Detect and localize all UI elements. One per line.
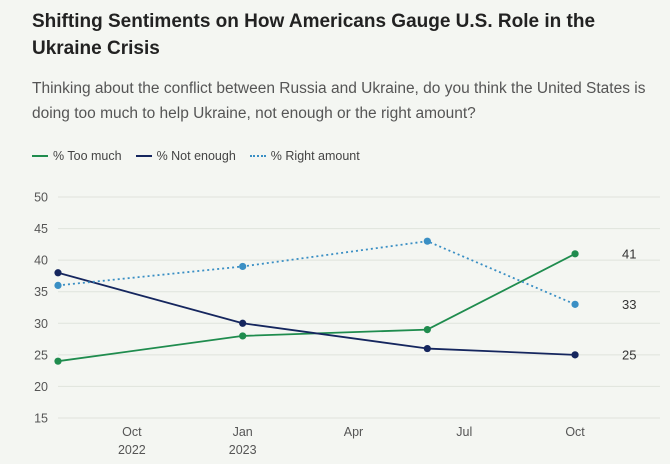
chart-subtitle: Thinking about the conflict between Russ… bbox=[32, 80, 646, 122]
series-line-too_much bbox=[57, 253, 576, 363]
legend-swatch-not-enough bbox=[135, 155, 152, 157]
legend-item-right-amount: % Right amount bbox=[249, 149, 360, 163]
legend-swatch-right-amount bbox=[249, 155, 266, 157]
y-tick-label-40: 40 bbox=[34, 254, 48, 268]
point-right_amount-2 bbox=[423, 237, 431, 245]
end-label-right_amount: 33 bbox=[622, 297, 636, 312]
legend-label-not-enough: % Not enough bbox=[156, 149, 236, 163]
end-label-too_much: 41 bbox=[622, 246, 636, 261]
x-tick-year-0: 2022 bbox=[118, 443, 146, 457]
y-tick-label-45: 45 bbox=[34, 222, 48, 236]
legend-label-too-much: % Too much bbox=[53, 149, 122, 163]
legend-swatch-too-much bbox=[32, 155, 48, 157]
x-tick-year-1: 2023 bbox=[229, 443, 257, 457]
point-right_amount-1 bbox=[239, 262, 247, 271]
point-too_much-0 bbox=[54, 357, 62, 365]
series-line-not_enough bbox=[57, 271, 576, 356]
legend-label-right-amount: % Right amount bbox=[270, 149, 360, 163]
y-tick-label-30: 30 bbox=[34, 317, 48, 331]
x-tick-label-0: Oct bbox=[122, 425, 142, 439]
y-tick-label-35: 35 bbox=[34, 285, 48, 299]
point-not_enough-2 bbox=[423, 344, 431, 353]
x-tick-label-1: Jan bbox=[233, 425, 253, 439]
line-chart: 15 20 25 30 35 40 45 50 Oct 2022 Jan 2023 Apr Jul Oct 4… bbox=[34, 191, 660, 457]
point-too_much-2 bbox=[423, 326, 431, 334]
point-too_much-3 bbox=[571, 250, 579, 258]
chart-title: Shifting Sentiments on How Americans Gau… bbox=[32, 11, 596, 59]
y-tick-label-20: 20 bbox=[34, 380, 48, 394]
legend-item-too-much: % Too much bbox=[32, 149, 122, 163]
point-not_enough-0 bbox=[54, 269, 62, 277]
point-right_amount-0 bbox=[54, 281, 62, 289]
point-not_enough-1 bbox=[239, 319, 247, 327]
legend-item-not-enough: % Not enough bbox=[135, 149, 236, 163]
point-right_amount-3 bbox=[571, 300, 579, 308]
x-tick-label-2: Apr bbox=[344, 425, 363, 439]
point-too_much-1 bbox=[239, 332, 247, 340]
x-tick-label-4: Oct bbox=[565, 425, 585, 439]
y-tick-label-15: 15 bbox=[34, 412, 48, 426]
end-label-not_enough: 25 bbox=[622, 347, 636, 362]
y-tick-label-50: 50 bbox=[34, 191, 48, 205]
y-tick-label-25: 25 bbox=[34, 348, 48, 362]
x-tick-label-3: Jul bbox=[456, 425, 472, 439]
point-not_enough-3 bbox=[571, 351, 579, 359]
legend: % Too much % Not enough % Right amount bbox=[32, 149, 360, 163]
